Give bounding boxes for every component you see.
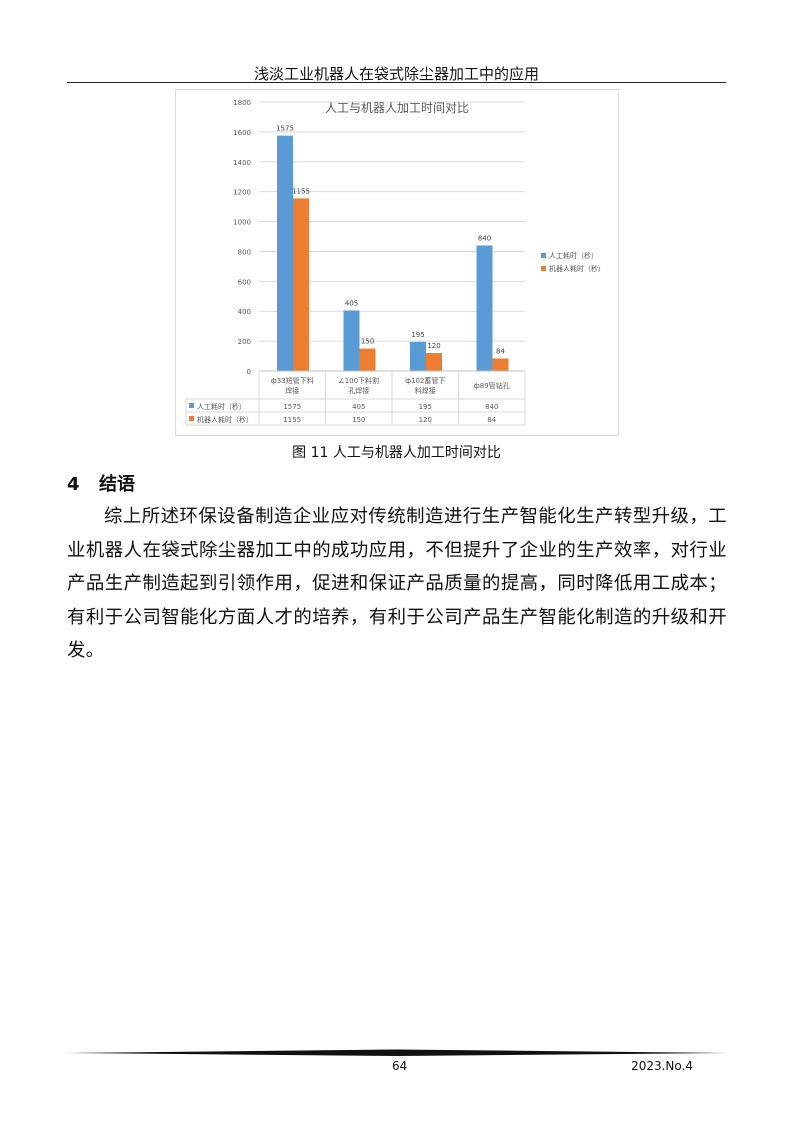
data-label: 195	[411, 331, 424, 339]
table-cell: 195	[419, 403, 432, 411]
data-label: 405	[345, 299, 358, 307]
category-label: 料焊接	[415, 386, 436, 395]
bar	[277, 135, 293, 371]
legend-swatch	[541, 266, 546, 271]
category-label: 孔焊接	[348, 386, 369, 395]
bar	[359, 348, 376, 371]
body-paragraph: 综上所述环保设备制造企业应对传统制造进行生产智能化生产转型升级，工业机器人在袋式…	[67, 506, 727, 662]
table-series-label: 机器人耗时（秒）	[197, 415, 253, 424]
table-legend-swatch	[189, 416, 194, 421]
bar-chart: 0 200 400 600 800 1000 1200 1400 1600 1800 人工与机器人加…	[185, 99, 605, 426]
y-tick-label: 200	[238, 338, 251, 346]
legend-label: 机器人耗时（秒）	[549, 264, 605, 273]
figure-caption: 图 11 人工与机器人加工时间对比	[292, 445, 501, 461]
bar	[426, 353, 442, 371]
category-label: ф102蓄管下	[405, 376, 445, 385]
data-label: 120	[427, 342, 440, 350]
table-cell: 1575	[283, 403, 301, 411]
bar	[343, 310, 360, 371]
y-tick-label: 800	[238, 248, 251, 256]
table-cell: 84	[487, 416, 496, 424]
legend-label: 人工耗时（秒）	[549, 251, 598, 260]
bar	[476, 245, 493, 371]
data-label: 1575	[276, 125, 294, 133]
category-label: ∠100下料割	[338, 376, 379, 385]
page-number: 64	[392, 1059, 408, 1073]
table-series-label: 人工耗时（秒）	[197, 402, 246, 411]
category-label: ф89管钻孔	[474, 381, 510, 390]
data-label: 150	[361, 338, 374, 346]
y-tick-label: 1800	[233, 99, 251, 107]
section-heading: 4 结语	[67, 470, 135, 496]
y-tick-label: 1000	[233, 219, 251, 227]
y-tick-label: 400	[238, 308, 251, 316]
data-label: 840	[478, 234, 491, 242]
legend-swatch	[541, 253, 546, 258]
header-rule	[67, 82, 726, 83]
data-label: 1155	[292, 187, 310, 195]
chart-title: 人工与机器人加工时间对比	[325, 101, 469, 115]
y-tick-label: 1400	[233, 159, 251, 167]
y-tick-label: 600	[238, 278, 251, 286]
chart-frame: 0 200 400 600 800 1000 1200 1400 1600 1800 人工与机器人加…	[175, 89, 619, 436]
category-label: 焊接	[285, 386, 299, 395]
y-tick-label: 1200	[233, 189, 251, 197]
section-title: 结语	[99, 474, 135, 495]
table-cell: 120	[419, 416, 432, 424]
bar	[410, 341, 426, 371]
footer-rule	[66, 1049, 728, 1056]
category-label: ф33短管下料	[271, 376, 314, 385]
y-tick-label: 0	[247, 368, 251, 376]
table-cell: 1155	[283, 416, 301, 424]
table-cell: 840	[485, 403, 498, 411]
table-legend-swatch	[189, 403, 194, 408]
table-cell: 150	[352, 416, 365, 424]
issue-label: 2023.No.4	[631, 1059, 693, 1073]
running-header: 浅淡工业机器人在袋式除尘器加工中的应用	[253, 65, 539, 83]
data-label: 84	[496, 347, 505, 355]
bar	[293, 198, 309, 371]
y-tick-label: 1600	[233, 129, 251, 137]
table-cell: 405	[352, 403, 365, 411]
bar	[492, 358, 509, 371]
section-number: 4	[67, 474, 80, 495]
